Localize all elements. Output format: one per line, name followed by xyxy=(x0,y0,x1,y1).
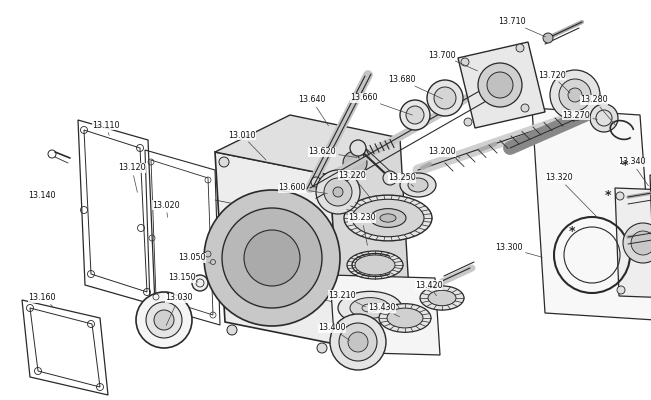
Text: 13.400: 13.400 xyxy=(318,324,350,340)
Text: 13.120: 13.120 xyxy=(118,164,146,192)
Text: 13.230: 13.230 xyxy=(348,214,376,245)
Circle shape xyxy=(227,325,237,335)
Circle shape xyxy=(543,33,553,43)
Circle shape xyxy=(343,151,367,175)
Polygon shape xyxy=(330,275,440,355)
Text: 13.270: 13.270 xyxy=(562,110,597,120)
Ellipse shape xyxy=(379,304,431,332)
Ellipse shape xyxy=(408,178,428,192)
Circle shape xyxy=(427,80,463,116)
Polygon shape xyxy=(215,152,340,345)
Circle shape xyxy=(487,72,513,98)
Circle shape xyxy=(623,223,651,263)
Text: 13.220: 13.220 xyxy=(338,170,370,198)
Circle shape xyxy=(311,177,321,187)
Ellipse shape xyxy=(380,214,396,222)
Circle shape xyxy=(631,231,651,255)
Text: 13.320: 13.320 xyxy=(545,174,596,216)
Ellipse shape xyxy=(347,251,403,279)
Circle shape xyxy=(516,44,524,52)
Circle shape xyxy=(146,302,182,338)
Text: 13.110: 13.110 xyxy=(92,120,120,135)
Text: 13.030: 13.030 xyxy=(165,294,193,326)
Circle shape xyxy=(406,106,424,124)
Text: 13.140: 13.140 xyxy=(28,190,55,200)
Text: 13.420: 13.420 xyxy=(415,280,443,296)
Circle shape xyxy=(317,343,327,353)
Text: 13.720: 13.720 xyxy=(538,70,570,93)
Ellipse shape xyxy=(387,308,423,328)
Ellipse shape xyxy=(370,209,406,227)
Circle shape xyxy=(154,310,174,330)
Circle shape xyxy=(568,88,582,102)
Circle shape xyxy=(333,187,343,197)
Circle shape xyxy=(208,257,218,267)
Ellipse shape xyxy=(338,291,402,325)
Text: 13.600: 13.600 xyxy=(278,184,327,194)
Text: *: * xyxy=(569,226,575,238)
Circle shape xyxy=(222,208,322,308)
Text: 13.340: 13.340 xyxy=(618,158,648,186)
Text: 13.360: 13.360 xyxy=(0,399,1,400)
Text: 13.160: 13.160 xyxy=(28,294,55,306)
Text: 13.710: 13.710 xyxy=(498,18,546,37)
Text: 13.150: 13.150 xyxy=(168,274,198,282)
Text: 13.010: 13.010 xyxy=(228,130,266,160)
Circle shape xyxy=(136,292,192,348)
Text: 13.680: 13.680 xyxy=(388,76,443,99)
Polygon shape xyxy=(330,138,410,345)
Polygon shape xyxy=(215,115,400,175)
Circle shape xyxy=(434,87,456,109)
Circle shape xyxy=(324,178,352,206)
Circle shape xyxy=(616,192,624,200)
Text: 13.640: 13.640 xyxy=(298,96,329,126)
Circle shape xyxy=(521,104,529,112)
Circle shape xyxy=(350,140,366,156)
Ellipse shape xyxy=(400,173,436,197)
Text: 13.300: 13.300 xyxy=(495,244,542,257)
Circle shape xyxy=(339,323,377,361)
Text: 13.700: 13.700 xyxy=(428,50,477,71)
Circle shape xyxy=(204,190,340,326)
Circle shape xyxy=(316,170,360,214)
Ellipse shape xyxy=(352,199,424,237)
Ellipse shape xyxy=(350,298,390,318)
Circle shape xyxy=(348,332,368,352)
Ellipse shape xyxy=(420,286,464,310)
Circle shape xyxy=(219,157,229,167)
Circle shape xyxy=(330,314,386,370)
Text: 13.210: 13.210 xyxy=(328,290,365,307)
Circle shape xyxy=(464,118,472,126)
Circle shape xyxy=(559,79,591,111)
Text: 13.280: 13.280 xyxy=(580,96,616,126)
Text: 13.660: 13.660 xyxy=(350,94,412,115)
Ellipse shape xyxy=(344,195,432,241)
Circle shape xyxy=(478,63,522,107)
Text: 13.050: 13.050 xyxy=(178,254,210,263)
Circle shape xyxy=(550,70,600,120)
Polygon shape xyxy=(532,108,651,320)
Circle shape xyxy=(244,230,300,286)
Text: *: * xyxy=(605,188,611,202)
Text: 13.250: 13.250 xyxy=(388,174,416,186)
Text: 13.620: 13.620 xyxy=(308,148,357,158)
Circle shape xyxy=(192,275,208,291)
Text: 13.430: 13.430 xyxy=(368,304,400,317)
Text: 13.020: 13.020 xyxy=(152,200,180,217)
Text: *: * xyxy=(622,158,628,172)
Polygon shape xyxy=(615,188,651,298)
Text: 13.200: 13.200 xyxy=(428,148,460,158)
Polygon shape xyxy=(458,42,545,128)
Ellipse shape xyxy=(355,255,395,275)
Circle shape xyxy=(590,104,618,132)
Polygon shape xyxy=(650,175,651,285)
Circle shape xyxy=(461,58,469,66)
Ellipse shape xyxy=(428,290,456,306)
Circle shape xyxy=(383,171,397,185)
Circle shape xyxy=(400,100,430,130)
Circle shape xyxy=(617,286,625,294)
